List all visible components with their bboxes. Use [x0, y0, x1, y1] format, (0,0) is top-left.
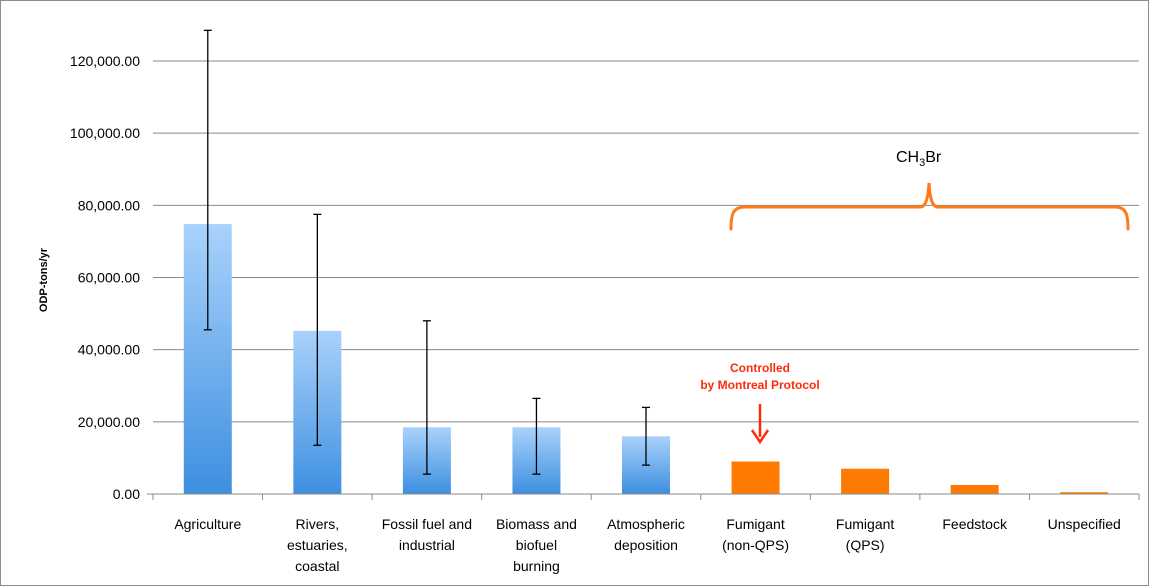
ch3br-label-main: CH	[896, 149, 919, 166]
x-tick-label-line: Agriculture	[174, 516, 241, 532]
x-tick-label-line: Fumigant	[726, 516, 784, 532]
x-tick-label-line: Feedstock	[942, 516, 1008, 532]
x-tick-label: Biomass and biofuel burning	[496, 516, 577, 574]
ch3br-bracket	[729, 182, 1130, 231]
x-tick-label-line: coastal	[295, 558, 339, 574]
x-tick-label-line: (QPS)	[846, 537, 885, 553]
x-tick-label-line: industrial	[399, 537, 455, 553]
error-bars	[203, 29, 650, 475]
y-tick-label: 20,000.00	[78, 414, 140, 430]
controlled-label-line2: by Montreal Protocol	[700, 378, 819, 392]
y-axis-label: ODP-tons/yr	[38, 247, 50, 312]
x-tick-label: Agriculture	[174, 516, 241, 532]
x-tick-label-line: Biomass and	[496, 516, 577, 532]
y-tick-label: 80,000.00	[78, 197, 140, 213]
x-tick-label: Rivers, estuaries, coastal	[287, 516, 348, 574]
arrow-head	[750, 429, 770, 445]
x-tick-label-line: burning	[513, 558, 560, 574]
ch3br-label-tail: Br	[925, 149, 942, 166]
x-tick-label-line: Unspecified	[1048, 516, 1121, 532]
x-tick-label-line: estuaries,	[287, 537, 348, 553]
x-tick-label-line: deposition	[614, 537, 678, 553]
x-tick-label-line: Rivers,	[296, 516, 340, 532]
bar	[950, 484, 999, 494]
y-tick-label: 100,000.00	[70, 125, 140, 141]
y-tick-label: 40,000.00	[78, 342, 140, 358]
x-tick-label: Fossil fuel and industrial	[382, 516, 472, 553]
x-axis	[147, 493, 1140, 500]
x-tick-label-line: (non-QPS)	[722, 537, 789, 553]
bar	[731, 461, 780, 494]
ch3br-label-sub: 3	[919, 157, 925, 169]
bar	[841, 468, 890, 494]
x-tick-label: Feedstock	[942, 516, 1008, 532]
x-tick-label-line: Fumigant	[836, 516, 894, 532]
ch3br-label: CH3Br	[896, 149, 942, 169]
controlled-arrow	[750, 404, 770, 445]
x-tick-label: Atmospheric deposition	[607, 516, 685, 553]
controlled-label-line1: Controlled	[730, 361, 790, 375]
y-tick-label: 0.00	[113, 486, 140, 502]
y-tick-label: 60,000.00	[78, 270, 140, 286]
bar	[1060, 492, 1109, 494]
y-axis-ticks: 0.00 20,000.00 40,000.00 60,000.00 80,000.00…	[70, 53, 140, 502]
x-tick-label-line: Atmospheric	[607, 516, 685, 532]
y-tick-label: 120,000.00	[70, 53, 140, 69]
x-tick-label: Unspecified	[1048, 516, 1121, 532]
x-tick-label-line: Fossil fuel and	[382, 516, 472, 532]
x-tick-label: Fumigant (non-QPS)	[722, 516, 789, 553]
x-axis-labels: Agriculture Rivers, estuaries, coastal Fossi…	[174, 516, 1120, 574]
x-tick-label-line: biofuel	[516, 537, 557, 553]
x-tick-label: Fumigant (QPS)	[836, 516, 894, 553]
